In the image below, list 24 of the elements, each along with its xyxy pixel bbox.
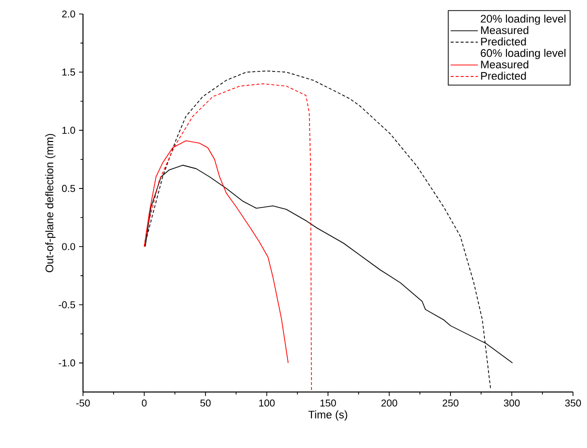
- x-tick-label: 350: [565, 400, 581, 407]
- legend-label: Measured: [481, 26, 528, 34]
- x-axis-title: Time (s): [308, 410, 348, 421]
- legend-label: Predicted: [481, 37, 526, 46]
- x-tick-label: 0: [142, 400, 147, 407]
- y-tick-label: -0.5: [58, 301, 76, 308]
- x-tick-label: -50: [76, 400, 90, 407]
- x-tick-label: 50: [200, 400, 211, 407]
- y-tick-label: 1.5: [62, 68, 76, 76]
- x-tick-label: 250: [442, 400, 458, 407]
- x-tick-label: 300: [504, 400, 520, 407]
- y-tick-label: 0.0: [62, 243, 76, 250]
- x-tick-label: 200: [381, 400, 398, 407]
- annotation: 20% loading level: [480, 14, 566, 25]
- y-tick-label: 0.5: [62, 184, 76, 192]
- y-tick-label: 1.0: [62, 126, 76, 134]
- y-tick-label: -1.0: [58, 359, 76, 366]
- y-axis-title: Out-of-plane deflection (mm): [45, 134, 56, 272]
- x-tick-label: 150: [320, 400, 336, 407]
- annotation: 60% loading level: [480, 48, 566, 60]
- x-tick-label: 100: [259, 400, 275, 407]
- legend-label: Measured: [481, 60, 528, 68]
- legend-label: Predicted: [481, 72, 526, 80]
- y-tick-label: 2.0: [62, 10, 76, 18]
